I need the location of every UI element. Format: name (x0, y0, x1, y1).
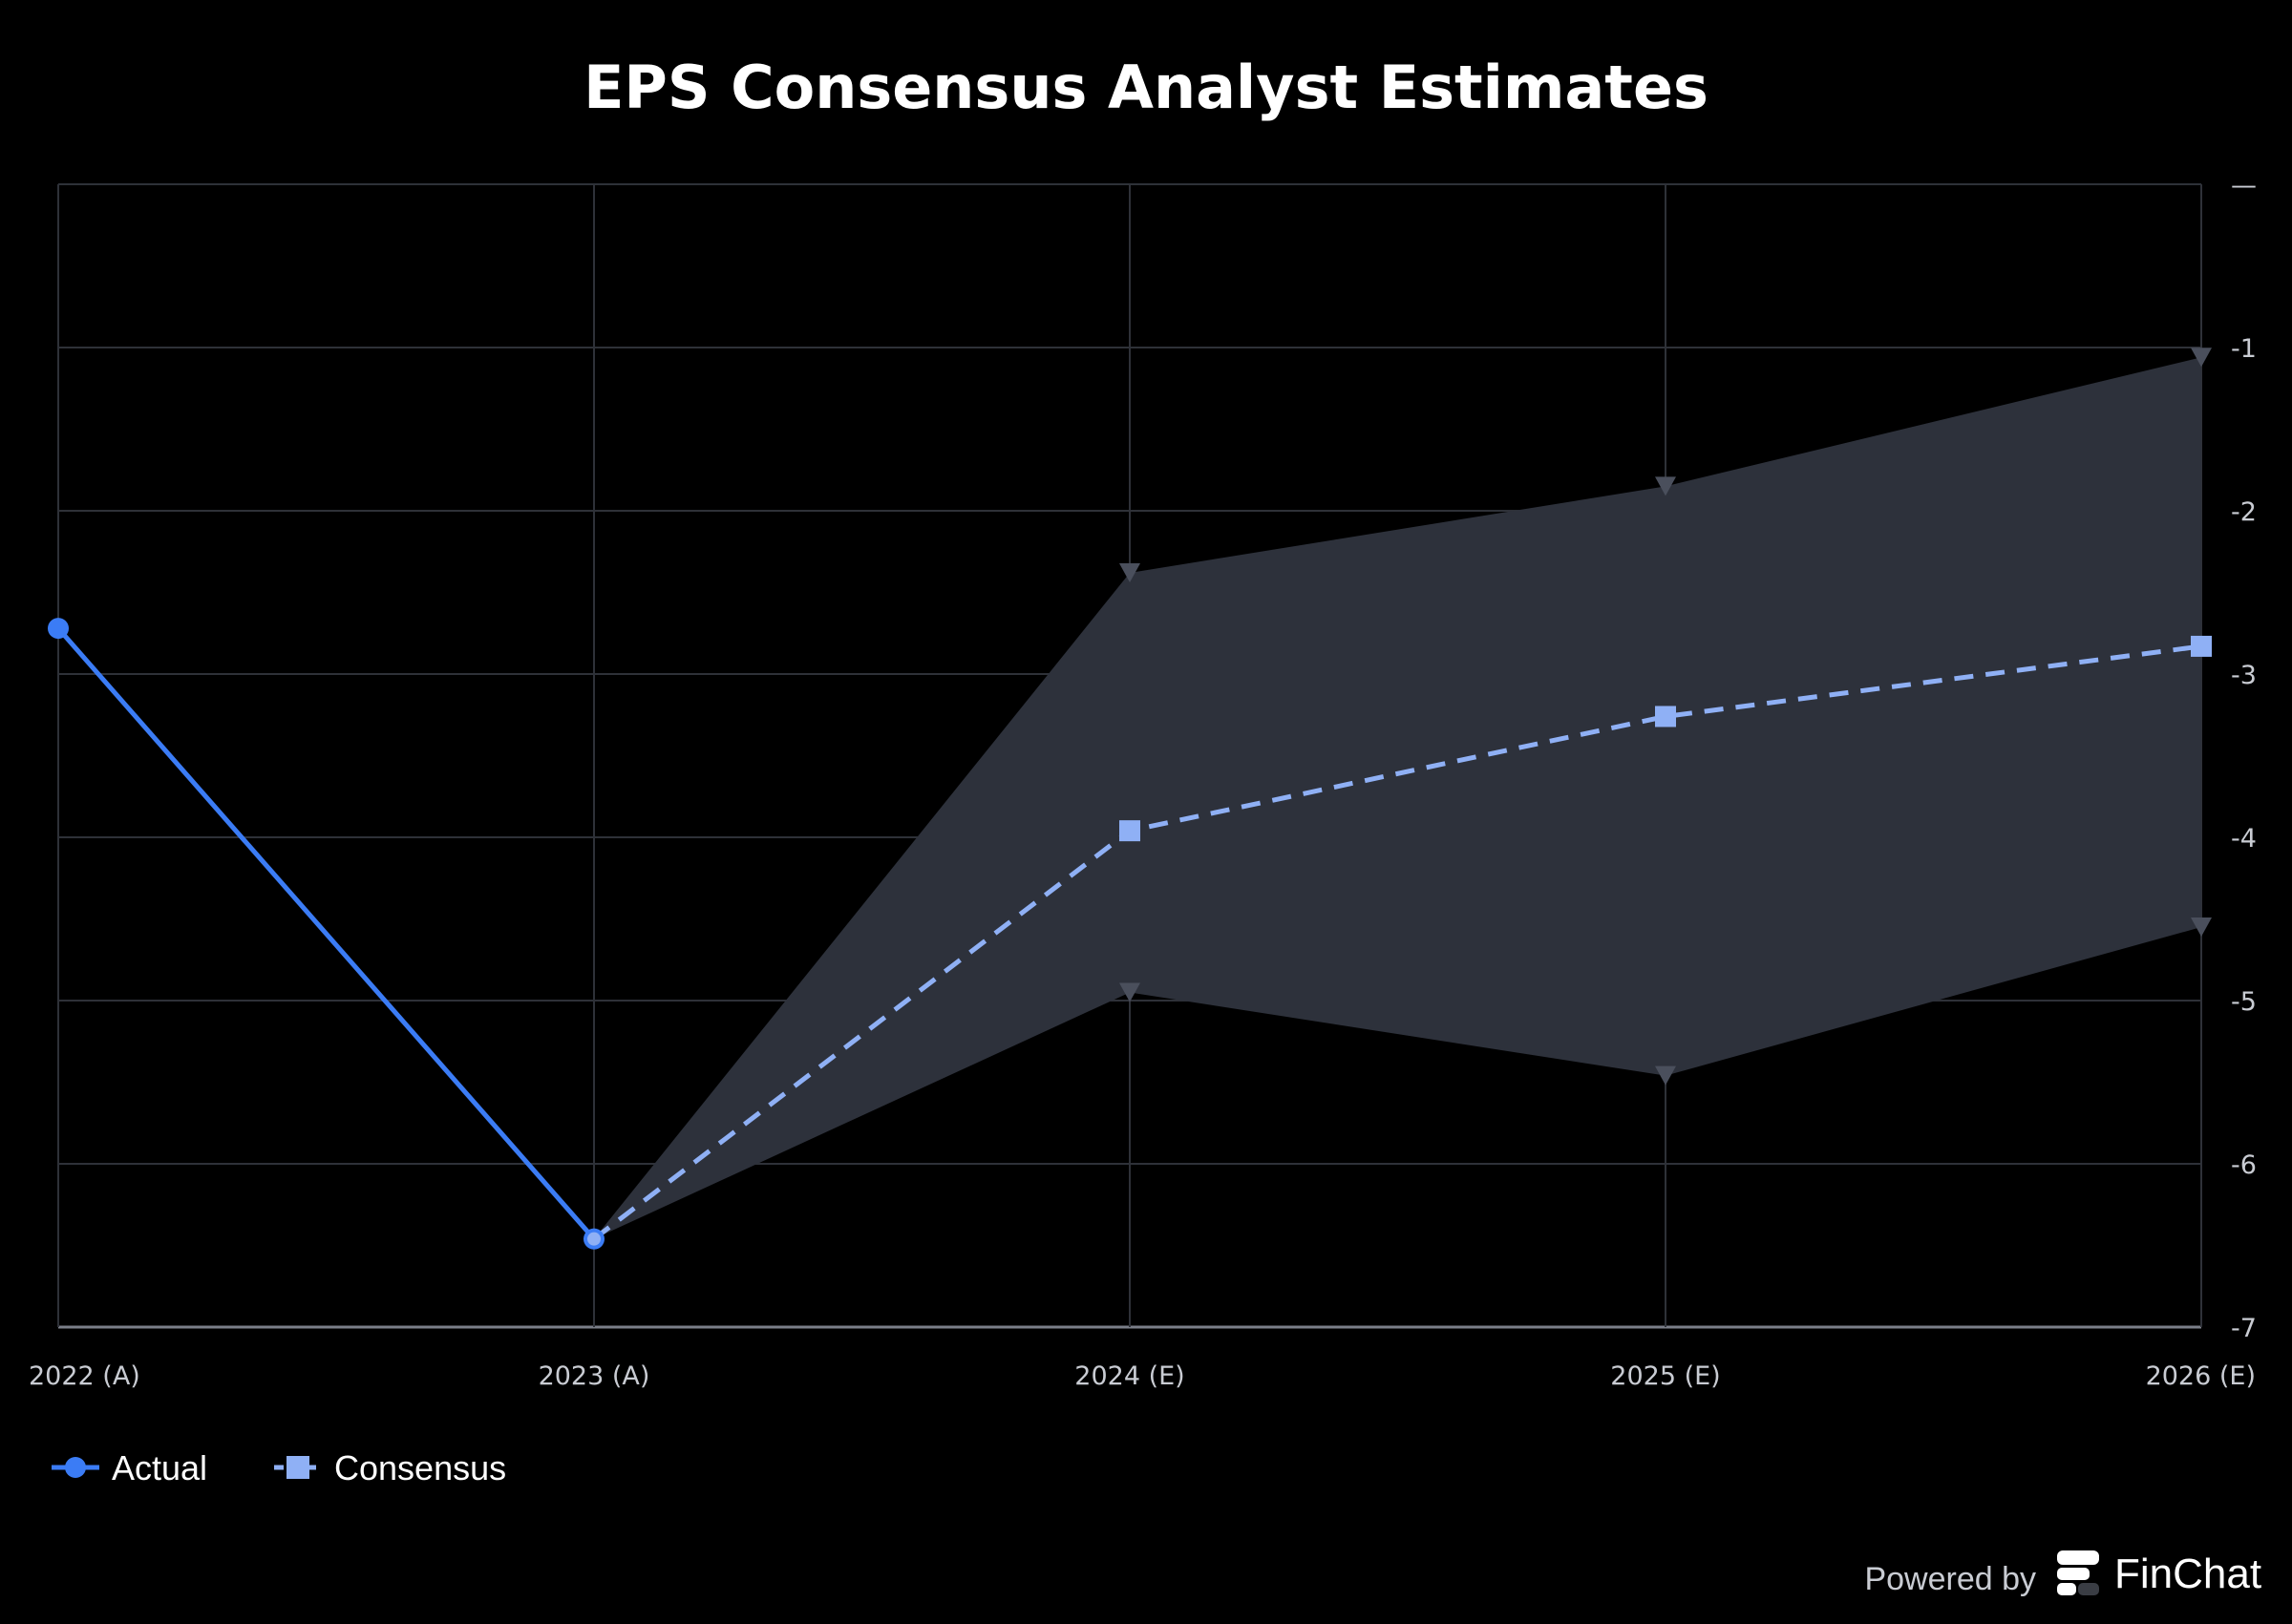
y-tick-label-6: -6 (2231, 1150, 2257, 1180)
data-points (48, 618, 2212, 1250)
y-tick-label-1: -1 (2231, 334, 2257, 364)
range-high-marker-2 (1119, 562, 1140, 582)
legend-consensus-marker (286, 1456, 309, 1479)
x-tick-label-2: 2024 (E) (1074, 1361, 1184, 1391)
x-tick-label-3: 2025 (E) (1610, 1361, 1720, 1391)
range-high-marker-3 (1655, 476, 1676, 496)
x-axis-ticks: 2022 (A) 2023 (A) 2024 (E) 2025 (E) 2026 (E) (29, 1361, 2256, 1391)
estimate-range-band (594, 357, 2201, 1239)
point-consensus-1 (587, 1232, 601, 1246)
y-tick-label-3: -3 (2231, 661, 2257, 690)
chart-title: EPS Consensus Analyst Estimates (584, 53, 1708, 122)
range-low-marker-4 (2191, 917, 2212, 938)
legend-item-actual[interactable]: Actual (52, 1448, 207, 1487)
legend-item-consensus[interactable]: Consensus (274, 1448, 506, 1487)
legend-label-actual: Actual (112, 1448, 207, 1487)
consensus-series-line (592, 643, 2202, 1241)
y-axis-ticks: — -1 -2 -3 -4 -5 -6 -7 (2231, 171, 2257, 1343)
y-tick-label-7: -7 (2231, 1314, 2257, 1343)
x-tick-label-0: 2022 (A) (29, 1361, 140, 1391)
range-low-marker-2 (1119, 982, 1140, 1002)
y-tick-label-2: -2 (2231, 497, 2257, 527)
finchat-brand-text[interactable]: FinChat (2114, 1550, 2261, 1597)
range-markers (1119, 348, 2212, 1086)
y-tick-label-4: -4 (2231, 824, 2257, 854)
y-tick-label-5: -5 (2231, 987, 2257, 1017)
point-actual-0 (48, 618, 69, 640)
finchat-logo-icon[interactable] (2057, 1550, 2099, 1595)
x-tick-label-4: 2026 (E) (2146, 1361, 2256, 1391)
legend-actual-marker (65, 1457, 86, 1478)
y-tick-label-0: — (2231, 171, 2257, 200)
range-low-marker-3 (1655, 1065, 1676, 1086)
x-tick-label-1: 2023 (A) (539, 1361, 650, 1391)
point-consensus-3 (1655, 706, 1676, 728)
point-consensus-2 (1119, 820, 1140, 842)
range-high-marker-4 (2191, 348, 2212, 368)
legend: Actual Consensus (52, 1448, 506, 1487)
legend-label-consensus: Consensus (334, 1448, 506, 1487)
point-consensus-4 (2191, 635, 2212, 657)
powered-by-text: Powered by (1864, 1561, 2036, 1597)
footer: Powered by FinChat (1864, 1550, 2261, 1597)
actual-series-line (56, 626, 596, 1241)
